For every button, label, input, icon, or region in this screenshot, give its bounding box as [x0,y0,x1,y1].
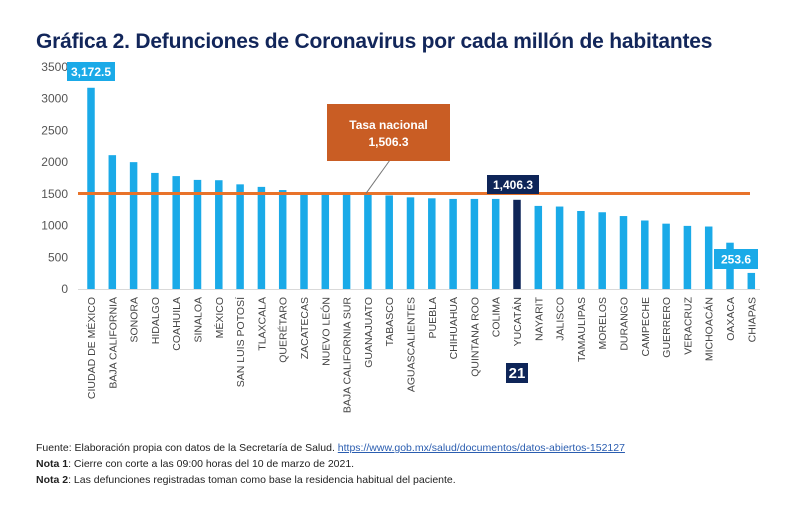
y-tick-label: 2000 [41,155,68,169]
x-tick-label: GUANAJUATO [363,297,375,368]
bar [193,179,202,289]
bar [491,198,500,289]
x-tick-label: COLIMA [491,297,503,337]
x-tick-label: SAN LUIS POTOSÍ [234,297,247,387]
bar [151,172,159,289]
bar [278,190,287,289]
footer-note-2: Nota 2: Las defunciones registradas toma… [36,474,456,486]
bar [598,212,606,289]
bar [428,198,436,289]
x-tick-label: TABASCO [384,297,396,346]
bar [662,223,670,289]
bar [704,226,713,289]
footer-note-1: Nota 1: Cierre con corte a las 09:00 hor… [36,458,354,470]
x-tick-label: OAXACA [725,297,737,341]
data-label: 253.6 [721,253,751,267]
y-tick-label: 3500 [41,60,68,74]
x-tick-label: GUERRERO [661,297,673,358]
bar [108,155,117,289]
bar [321,193,330,289]
x-tick-label: QUINTANA ROO [469,297,481,377]
y-tick-label: 2500 [41,123,68,137]
bar [641,220,649,289]
x-tick-label: MÉXICO [213,297,226,338]
x-tick-label: PUEBLA [427,297,439,338]
data-label-box [67,62,115,81]
bar [555,206,564,289]
bar [683,225,692,289]
bar [364,193,372,289]
x-tick-label: CIUDAD DE MÉXICO [85,297,98,399]
bar [87,87,95,289]
bar [385,195,393,289]
bar [747,272,756,289]
y-tick-label: 3000 [41,92,68,106]
x-tick-label: CAMPECHE [640,297,652,357]
bar [342,193,351,289]
x-tick-label: MORELOS [597,297,609,350]
x-tick-label: TLAXCALA [256,297,268,351]
y-tick-label: 500 [48,250,68,264]
data-label-box [714,249,758,269]
rank-badge [506,363,528,383]
national-rate-callout [327,104,450,161]
chart-title: Gráfica 2. Defunciones de Coronavirus po… [36,30,713,53]
bar [129,162,138,289]
bar [300,192,308,289]
x-tick-label: TAMAULIPAS [576,297,588,362]
bar [470,198,479,289]
national-rate-label: Tasa nacional [349,118,427,132]
footer-source: Fuente: Elaboración propia con datos de … [36,442,625,454]
y-tick-label: 0 [61,282,68,296]
x-tick-label: SONORA [129,297,141,343]
bar [406,197,415,289]
x-tick-label: MICHOACÁN [703,297,716,361]
data-label: 1,406.3 [493,178,533,192]
bar [449,198,457,289]
x-tick-label: DURANGO [619,297,631,351]
x-tick-label: ZACATECAS [299,297,311,359]
bar-highlight [513,199,521,289]
bar-chart: 0 500 1000 1500 2000 2500 3000 3500 CIUDAD DE MÉ… [41,60,760,414]
x-tick-label: HIDALGO [150,297,162,344]
x-tick-label: BAJA CALIFORNIA [107,297,119,389]
note1-text: : Cierre con corte a las 09:00 horas del… [68,458,355,470]
data-label-box [487,175,539,194]
bar [215,180,223,289]
note2-label: Nota 2 [36,474,69,486]
x-tick-label: CHIHUAHUA [448,297,460,359]
note2-text: : Las defunciones registradas toman como… [68,474,456,486]
x-tick-label: SINALOA [193,297,205,343]
bar [172,176,180,289]
x-tick-label: AGUASCALIENTES [406,297,418,392]
bar [619,216,628,289]
x-tick-label: CHIAPAS [746,297,758,342]
x-tick-label: NUEVO LEÓN [319,297,332,366]
x-tick-label: QUERÉTARO [277,297,290,363]
bar [257,186,266,289]
rank-badge-text: 21 [509,365,526,382]
national-rate-value: 1,506.3 [368,135,408,149]
y-tick-label: 1000 [41,219,68,233]
x-tick-label: YUCATÁN [511,297,524,346]
source-text: Fuente: Elaboración propia con datos de … [36,442,338,454]
x-tick-label: COAHUILA [171,297,183,351]
data-label: 3,172.5 [71,65,111,79]
bar [534,205,543,289]
x-tick-label: VERACRUZ [682,296,694,354]
callout-leader [365,159,391,194]
x-tick-label: NAYARIT [533,296,545,341]
bar [236,184,244,289]
x-tick-label: JALISCO [555,297,567,341]
source-link[interactable]: https://www.gob.mx/salud/documentos/dato… [337,442,625,454]
y-tick-label: 1500 [41,187,68,201]
bar [577,210,585,289]
x-tick-label: BAJA CALIFORNIA SUR [342,297,354,414]
note1-label: Nota 1 [36,458,69,470]
